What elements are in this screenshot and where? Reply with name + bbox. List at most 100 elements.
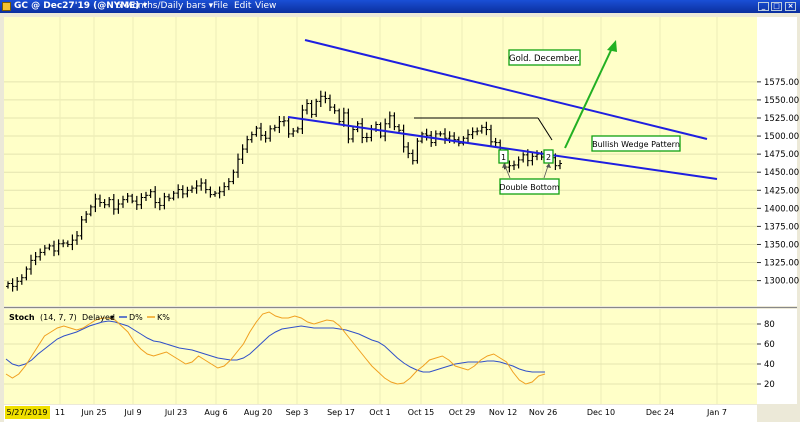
gold-december-label: Gold. December. <box>508 49 581 66</box>
ohlc-bar <box>512 160 516 171</box>
legend-d-label: D% <box>129 313 143 322</box>
ohlc-bar <box>249 131 254 143</box>
legend-k-label: K% <box>157 313 170 322</box>
ohlc-bar <box>341 107 346 127</box>
price-tick-label: 1300.00 <box>764 277 799 287</box>
ohlc-bar <box>254 125 259 137</box>
ohlc-bar <box>360 118 365 144</box>
minimize-button[interactable]: _ <box>758 2 769 11</box>
ohlc-bar <box>10 278 15 292</box>
ohlc-bar <box>245 135 250 153</box>
stoch-axis-labels: 20 40 60 80 <box>757 320 775 390</box>
ohlc-bar <box>484 121 489 136</box>
ohlc-bar <box>65 240 70 248</box>
date-label: Jun 25 <box>80 408 106 417</box>
date-label: Nov 12 <box>489 408 517 417</box>
ohlc-bar <box>171 190 176 201</box>
ohlc-bar <box>332 104 337 114</box>
date-label: Jul 23 <box>164 408 187 417</box>
ohlc-bar <box>291 127 296 137</box>
ohlc-bar <box>38 248 43 261</box>
price-tick-label: 1475.00 <box>764 150 799 160</box>
menu-edit[interactable]: Edit <box>234 1 252 11</box>
bottom-2-text: 2 <box>546 153 551 162</box>
ohlc-bar <box>328 94 332 112</box>
ohlc-bar <box>29 254 33 275</box>
timeframe-selector[interactable]: 6 Months/Daily bars ▾ <box>116 1 214 11</box>
ohlc-bar <box>47 243 52 251</box>
ohlc-bar <box>88 204 93 217</box>
date-label: Nov 26 <box>529 408 557 417</box>
ohlc-bar <box>516 156 521 169</box>
ohlc-bar <box>558 160 562 170</box>
double-bottom-label: Double Bottom <box>499 178 560 195</box>
chart-app-icon <box>2 2 11 11</box>
ohlc-bar <box>268 125 273 142</box>
ohlc-bar <box>383 118 388 142</box>
ohlc-bar <box>167 193 171 202</box>
breakout-arrow <box>564 40 617 149</box>
ohlc-bar <box>98 194 102 207</box>
bottom-1-text: 1 <box>501 153 506 162</box>
ohlc-bar <box>263 131 268 143</box>
stoch-d-line <box>5 320 545 373</box>
ohlc-bar <box>203 179 208 194</box>
date-label: Dec 10 <box>587 408 615 417</box>
price-tick-label: 1350.00 <box>764 240 799 250</box>
symbol-title[interactable]: GC @ Dec27'19 (@NYME) ▾ <box>14 1 148 11</box>
price-tick-label: 1375.00 <box>764 222 799 232</box>
ohlc-bar <box>217 186 222 199</box>
ohlc-bar <box>429 131 434 147</box>
ohlc-bar <box>111 194 116 215</box>
stoch-legend: Stoch (14, 7, 7) Delayed ▾ D% K% <box>9 313 170 322</box>
ohlc-bar <box>130 193 135 204</box>
maximize-button[interactable]: □ <box>771 2 782 11</box>
ohlc-bar <box>144 191 148 201</box>
ohlc-bar <box>24 266 29 281</box>
close-icon[interactable]: × <box>785 2 796 11</box>
date-label: Aug 6 <box>204 408 227 417</box>
ohlc-bar <box>121 195 125 208</box>
ohlc-bar <box>493 137 498 147</box>
ohlc-bar <box>6 281 10 289</box>
date-label: Dec 24 <box>646 408 674 417</box>
ohlc-bar <box>420 131 424 144</box>
ohlc-bar <box>438 131 443 137</box>
menu-file[interactable]: File <box>213 1 229 11</box>
price-axis <box>757 17 797 306</box>
ohlc-bar <box>199 178 204 191</box>
price-tick-label: 1500.00 <box>764 132 799 142</box>
ohlc-bar <box>61 239 66 248</box>
ohlc-bar <box>323 91 328 104</box>
stoch-tick-label: 80 <box>764 320 775 330</box>
stoch-axis <box>757 309 797 404</box>
stoch-mode: Delayed <box>82 313 115 322</box>
ohlc-bar <box>286 116 291 138</box>
time-axis-labels: 5/27/2019 11 Jun 25 Jul 9 Jul 23 Aug 6 Aug 20 S… <box>6 408 727 417</box>
ohlc-bar <box>213 190 217 197</box>
wedge-lower-line[interactable] <box>287 116 718 180</box>
chart-area: 1300.00 1325.00 1350.00 1375.00 1400.00 1425.… <box>4 17 799 422</box>
ohlc-bar <box>75 231 79 245</box>
time-axis <box>4 405 757 422</box>
ohlc-bar <box>475 127 480 136</box>
ohlc-bar <box>231 169 236 185</box>
price-bars <box>6 90 562 292</box>
stoch-title: Stoch <box>9 313 35 322</box>
date-label: Oct 1 <box>369 408 390 417</box>
ohlc-bar <box>42 245 47 256</box>
ohlc-bar <box>282 116 286 127</box>
axis-corner <box>757 405 797 422</box>
ohlc-bar <box>15 276 20 291</box>
bullish-wedge-text: Bullish Wedge Pattern <box>592 140 680 149</box>
ohlc-bar <box>52 240 56 257</box>
price-tick-label: 1400.00 <box>764 204 799 214</box>
ohlc-bar <box>125 193 130 203</box>
ohlc-bar <box>116 199 121 214</box>
ohlc-bar <box>134 195 139 210</box>
date-label: Jan 7 <box>706 408 727 417</box>
menu-view[interactable]: View <box>255 1 277 11</box>
ohlc-bar <box>387 111 392 129</box>
wedge-upper-line[interactable] <box>304 39 708 140</box>
